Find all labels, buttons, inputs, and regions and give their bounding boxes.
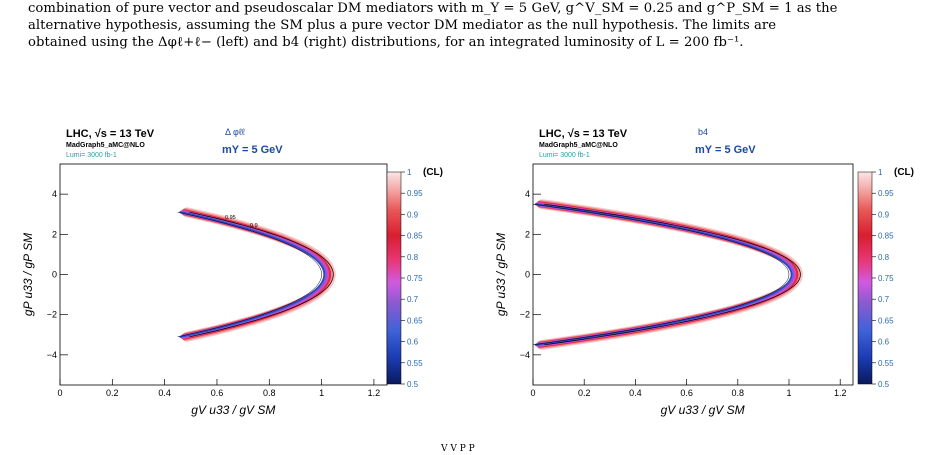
z-tick-label: 0.65 [878,316,894,325]
variable-label: b4 [698,127,708,137]
y-tick-label: −4 [47,350,57,360]
header-line-2: MadGraph5_aMC@NLO [66,142,145,149]
z-tick-label: 0.75 [407,274,423,283]
x-tick-label: 0.8 [732,388,745,398]
x-tick-label: 0.2 [106,388,119,398]
z-tick-label: 0.95 [878,189,894,198]
plot-frame [532,163,854,386]
z-tick-label: 0.8 [878,253,890,262]
x-tick-label: 0.4 [158,388,171,398]
x-tick-label: 0.6 [680,388,693,398]
z-axis-title: (CL) [423,167,443,178]
z-tick-label: 0.9 [407,210,419,219]
z-tick-label: 0.95 [407,189,423,198]
y-tick-label: 0 [52,270,57,280]
variable-label: Δ φℓℓ [225,127,246,137]
x-tick-label: 0.2 [578,388,591,398]
contour-outer [189,211,334,338]
plot-frame [59,163,388,386]
y-tick-label: 4 [525,189,530,199]
x-tick-label: 0.6 [211,388,224,398]
x-tick-label: 1 [786,388,791,398]
z-tick-label: 0.55 [407,359,423,368]
footer-fragment: V V P P [441,444,475,454]
z-tick-label: 0.75 [878,274,894,283]
cl-band-5 [534,203,793,346]
cl-band-5 [179,211,326,338]
z-tick-label: 0.8 [407,253,419,262]
header-line-2: MadGraph5_aMC@NLO [539,142,618,149]
z-tick-label: 0.55 [878,359,894,368]
y-tick-label: 2 [52,229,57,239]
y-axis-label: gP u33 / gP SM [494,233,508,316]
header-line-3: Lumi= 3000 fb-1 [539,152,590,159]
y-tick-label: 2 [525,229,530,239]
z-tick-label: 0.6 [407,338,419,347]
figure-caption: combination of pure vector and pseudosca… [28,0,928,51]
z-tick-label: 0.65 [407,316,423,325]
x-tick-label: 1 [319,388,324,398]
chart-panel-right: 0 0.2 0.4 0.6 0.8 1 1.2 4 2 0 −2 −4 gV u33 / gV SM gP… [494,127,914,417]
chart-panel-left: 0.95 0.9 0 0.2 0.4 0.6 0.8 1 1.2 4 2 0 −2 −4 gV u33 / … [21,127,443,417]
y-tick-label: −2 [47,310,57,320]
mass-label: mY = 5 GeV [222,144,283,156]
y-tick-label: 0 [525,270,530,280]
contour-label-1: 0.9 [250,223,258,229]
z-tick-label: 0.7 [407,295,419,304]
color-bar [386,171,402,385]
contour-label-0: 0.95 [225,215,236,221]
z-tick-label: 0.9 [878,210,890,219]
x-tick-label: 1.2 [834,388,847,398]
header-line-1: LHC, √s = 13 TeV [66,128,155,140]
x-tick-label: 0.8 [263,388,276,398]
mass-label: mY = 5 GeV [695,144,756,156]
x-tick-label: 0.4 [629,388,642,398]
z-tick-label: 0.85 [407,232,423,241]
contour-inner [532,203,790,346]
caption-line-2: obtained using the Δφℓ+ℓ− (left) and b4 … [28,35,744,50]
y-tick-label: 4 [52,189,57,199]
y-tick-label: −4 [520,350,530,360]
header-line-3: Lumi= 3000 fb-1 [66,152,117,159]
z-tick-label: 0.5 [878,380,890,389]
z-tick-label: 0.5 [407,380,419,389]
contour-outer [544,203,801,346]
header-line-1: LHC, √s = 13 TeV [539,128,628,140]
contour-inner [177,211,322,338]
caption-line-1: alternative hypothesis, assuming the SM … [28,18,777,33]
x-tick-label: 1.2 [368,388,381,398]
x-tick-label: 0 [57,388,62,398]
z-axis-title: (CL) [894,167,914,178]
y-tick-label: −2 [520,310,530,320]
z-tick-label: 0.85 [878,232,894,241]
z-tick-label: 0.6 [878,338,890,347]
y-axis-label: gP u33 / gP SM [21,233,35,316]
x-tick-label: 0 [530,388,535,398]
z-tick-label: 0.7 [878,295,890,304]
x-axis-label: gV u33 / gV SM [661,403,745,417]
z-tick-label: 1 [878,168,883,177]
z-tick-label: 1 [407,168,412,177]
color-bar [857,171,873,385]
caption-line-0: combination of pure vector and pseudosca… [28,1,838,16]
x-axis-label: gV u33 / gV SM [191,403,275,417]
